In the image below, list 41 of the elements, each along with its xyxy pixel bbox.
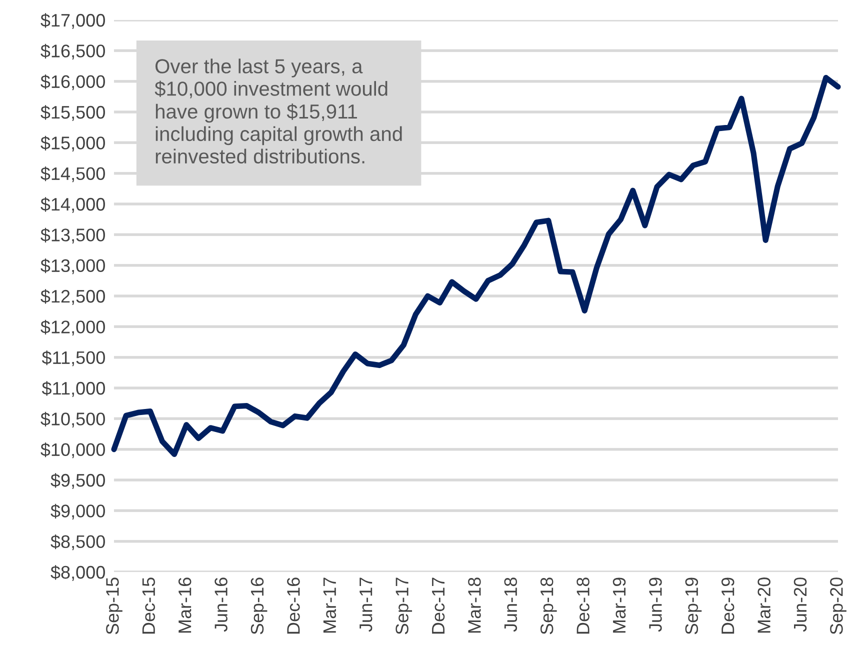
y-tick-label: $15,500 [40,105,105,121]
y-tick-label: $14,000 [40,197,105,213]
x-tick-label: Sep-20 [830,578,846,634]
x-tick-label: Mar-17 [323,578,336,633]
x-tick-label: Dec-17 [432,578,445,634]
x-tick-label: Mar-16 [178,578,192,633]
y-tick-label: $10,000 [40,442,105,458]
x-tick-label: Jun-16 [214,578,228,632]
y-tick-label: $17,000 [40,13,105,29]
y-tick-label: $13,500 [40,228,105,244]
x-tick-label: Jun-19 [649,578,662,632]
x-tick-label: Dec-16 [287,578,300,634]
y-tick-label: $12,000 [40,320,105,336]
y-tick-label: $8,000 [50,565,105,581]
x-tick-label: Jun-17 [360,578,372,632]
y-tick-label: $10,500 [40,412,105,428]
x-tick-label: Sep-17 [396,578,412,634]
y-tick-label: $9,000 [50,504,105,520]
x-tick-label: Mar-20 [758,578,770,633]
y-tick-label: $9,500 [50,473,105,489]
x-tick-label: Jun-18 [504,578,518,632]
x-tick-label: Jun-20 [794,578,807,632]
x-tick-label: Dec-18 [576,578,590,634]
y-tick-label: $12,500 [40,289,105,305]
y-tick-label: $15,000 [40,136,105,152]
x-tick-label: Sep-15 [106,578,122,634]
y-tick-label: $13,000 [40,258,105,274]
x-tick-label: Sep-19 [685,578,702,634]
y-tick-label: $11,500 [42,350,105,366]
x-tick-label: Dec-19 [721,578,734,634]
y-tick-label: $8,500 [50,534,105,550]
x-tick-label: Mar-18 [468,578,481,633]
y-tick-label: $11,000 [42,381,105,397]
y-tick-label: $14,500 [40,166,105,182]
x-tick-label: Sep-18 [540,578,557,634]
y-tick-label: $16,500 [40,44,105,60]
annotation: Over the last 5 years, a $10,000 investment would have grown to $15,911 including capital growth and reinvested distributions. [154,58,402,164]
x-tick-label: Sep-16 [250,578,268,634]
x-tick-label: Dec-15 [142,578,156,634]
x-tick-label: Mar-19 [612,578,626,633]
y-tick-label: $16,000 [40,74,105,90]
